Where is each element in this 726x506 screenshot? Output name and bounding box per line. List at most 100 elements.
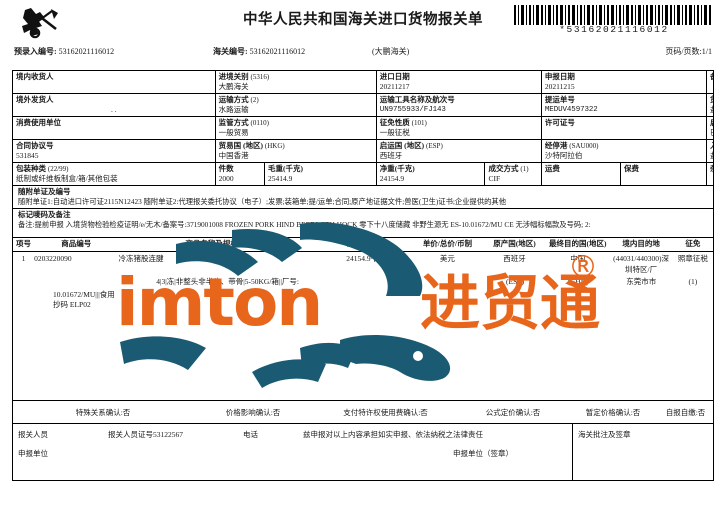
field-gross-weight: 毛重(千克) 25414.9 [265, 163, 377, 185]
declarant-label: 报关人员 [18, 430, 48, 439]
field-shipper: 境外发货人 . . [13, 94, 216, 116]
customs-note-label: 海关批注及签章 [578, 430, 631, 439]
item-table-header: 项号 商品编号 商品名称及规格型号 数量及单位 单价/总价/币制 原产国(地区)… [13, 238, 713, 252]
confirm-price-influence: 价格影响确认:否 [225, 407, 281, 417]
remarks-text: 备注:提前申报 入境货物检验检疫证明/e/无木/备案号:3719001008 F… [18, 220, 591, 229]
import-date-label: 进口日期 [379, 72, 410, 81]
supervision-label: 监管方式 (0110) [218, 118, 269, 127]
field-terms: 成交方式 (1) CIF [485, 163, 542, 185]
port-label: 进境关别 (5316) [218, 72, 270, 81]
shipper-value: . . [111, 105, 117, 114]
confirm-special-relation: 特殊关系确认:否 [75, 407, 131, 417]
freight-label: 运费 [544, 164, 560, 173]
field-contract: 合同协议号 531845 [13, 140, 216, 162]
cell-price: 美元 [439, 254, 455, 263]
confirmation-bar: 特殊关系确认:否 价格影响确认:否 支付特许权使用费确认:否 公式定价确认:否 … [13, 401, 713, 423]
footer-right: 海关批注及签章 [573, 424, 713, 480]
terms-value: CIF [488, 174, 501, 183]
cell-final-dest: 中国 [570, 254, 586, 263]
col-levy: 征免 [685, 239, 701, 248]
field-license: 许可证号 [542, 117, 707, 139]
col-qty-unit: 数量及单位 [347, 239, 385, 248]
net-weight-label: 净重(千克) [379, 164, 415, 173]
declaration-grid: 境内收货人 进境关别 (5316) 大鹏海关 进口日期 20211217 申报日… [12, 70, 714, 481]
remarks-label: 标记唛码及备注 [18, 210, 71, 219]
grid-row-1: 境内收货人 进境关别 (5316) 大鹏海关 进口日期 20211217 申报日… [13, 71, 713, 94]
origin-country-value: 西班牙 [379, 151, 403, 160]
stopover-value: 沙特阿拉伯 [544, 151, 583, 160]
grid-row-4: 合同协议号 531845 贸易国 (地区) (HKG) 中国香港 启运国 (地区… [13, 140, 713, 163]
port-value: 大鹏海关 [218, 82, 249, 91]
stopover-label: 经停港 (SAU000) [544, 141, 599, 150]
customs-no-value: 53162021116012 [249, 47, 306, 56]
field-entry-port: 入境口岸 (470601) 盐田 [707, 140, 713, 162]
shipper-label: 境外发货人 [16, 95, 54, 104]
page-header: 中华人民共和国海关进口货物报关单 [0, 0, 726, 46]
field-net-weight: 净重(千克) 24154.9 [377, 163, 486, 185]
table-row: 1 0203220090 冷冻猪股连腱 24154.9千克 美元 西班牙 中国 … [13, 252, 713, 275]
vessel-value: UN9755933/FJ143 [379, 106, 446, 114]
confirm-royalty-payment: 支付特许权使用费确认:否 [343, 407, 428, 417]
net-weight-value: 24154.9 [379, 174, 405, 183]
grid-row-2: 境外发货人 . . 运输方式 (2) 水路运输 运输工具名称及航次号 UN975… [13, 94, 713, 117]
field-insurance: 保费 [621, 163, 707, 185]
grid-row-footer: 报关人员 报关人员证号53122567 电话 兹申报对以上内容承担如实申报、依法… [13, 424, 713, 480]
phone-label: 电话 [243, 430, 258, 439]
page-title: 中华人民共和国海关进口货物报关单 [243, 12, 483, 28]
item-table-body: 1 0203220090 冷冻猪股连腱 24154.9千克 美元 西班牙 中国 … [13, 252, 713, 400]
cell-hs-code: 0203220090 [34, 254, 72, 263]
field-port: 进境关别 (5316) 大鹏海关 [216, 71, 377, 93]
consignee-label: 境内收货人 [16, 72, 54, 81]
cell-qty-unit: 24154.9千克 [346, 254, 386, 263]
transport-mode-value: 水路运输 [218, 105, 249, 114]
customs-number: 海关编号: 53162021116012 [213, 46, 305, 57]
field-import-date: 进口日期 20211217 [377, 71, 542, 93]
declare-date-label: 申报日期 [544, 72, 575, 81]
barcode: *53162021116012 [514, 5, 714, 35]
bill-no-label: 提运单号 [544, 95, 575, 104]
cell-spec-line1: 4|3|冻|非整头非半头、带骨|5-50KG/箱||厂号: [156, 277, 299, 286]
field-trade-country: 贸易国 (地区) (HKG) 中国香港 [216, 140, 377, 162]
cell-levy: 照章征税 [677, 254, 708, 263]
bill-no-value: MEDUV4597322 [544, 106, 598, 114]
field-package-type: 包装种类 (22/99) 纸制或纤维板制盒/箱/其他包装 [13, 163, 216, 185]
field-stopover: 经停港 (SAU000) 沙特阿拉伯 [542, 140, 707, 162]
field-record-no: 备案号 [707, 71, 713, 93]
col-price: 单价/总价/币制 [422, 239, 472, 248]
origin-country-label: 启运国 (地区) (ESP) [379, 141, 443, 150]
levy-label: 征免性质 (101) [379, 118, 427, 127]
pre-entry-label: 预录入编号: [14, 47, 57, 56]
field-pieces: 件数 2000 [216, 163, 266, 185]
package-type-label: 包装种类 (22/99) [16, 164, 69, 173]
cell-levy-code: (1) [688, 277, 698, 286]
field-storage: 货物存放地点 盐田码头 [707, 94, 713, 116]
confirm-self-declaration: 自报自缴:否 [665, 407, 706, 417]
col-origin-country: 原产国(地区) [493, 239, 536, 248]
cell-domestic-dest2: 东莞市市 [626, 277, 657, 286]
trade-country-label: 贸易国 (地区) (HKG) [218, 141, 285, 150]
attachments-label: 随附单证及编号 [18, 187, 71, 196]
grid-row-3: 消费使用单位 监管方式 (0110) 一般贸易 征免性质 (101) 一般征税 … [13, 117, 713, 140]
field-origin-country: 启运国 (地区) (ESP) 西班牙 [377, 140, 542, 162]
col-name-spec: 商品名称及规格型号 [185, 239, 253, 248]
supervision-value: 一般贸易 [218, 128, 249, 137]
field-departure-port: 启运港 (ESP177) 巴伦西亚（西班牙） [707, 117, 713, 139]
field-levy: 征免性质 (101) 一般征税 [377, 117, 542, 139]
gross-weight-value: 25414.9 [268, 174, 293, 183]
confirm-formula-pricing: 公式定价确认:否 [485, 407, 541, 417]
grid-row-attachments: 随附单证及编号 随附单证1:自动进口许可证2115N12423 随附单证2:代理… [13, 186, 713, 209]
declarant-cert: 报关人员证号53122567 [108, 430, 183, 439]
field-freight: 运费 [542, 163, 621, 185]
field-transport-mode: 运输方式 (2) 水路运输 [216, 94, 377, 116]
field-supervision: 监管方式 (0110) 一般贸易 [216, 117, 377, 139]
vessel-label: 运输工具名称及航次号 [379, 95, 455, 104]
insurance-label: 保费 [623, 164, 639, 173]
customs-no-label: 海关编号: [213, 47, 248, 56]
gross-weight-label: 毛重(千克) [268, 164, 304, 173]
terms-label: 成交方式 (1) [488, 164, 529, 173]
pre-entry-number: 预录入编号: 53162021116012 [14, 46, 114, 57]
attachments-text: 随附单证1:自动进口许可证2115N12423 随附单证2:代理报关委托协议（电… [18, 197, 507, 206]
declaration-statement: 兹申报对以上内容承担如实申报、依法纳税之法律责任 [303, 430, 483, 439]
col-domestic-dest: 境内目的地 [622, 239, 660, 248]
